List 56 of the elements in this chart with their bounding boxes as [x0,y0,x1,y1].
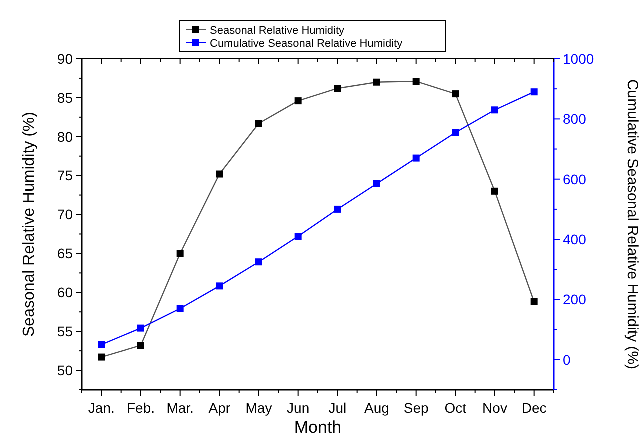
y-tick-label: 85 [57,90,74,106]
point [492,106,498,114]
point [176,250,184,258]
x-tick-label: May [246,400,272,416]
point [294,233,302,240]
x-axis-title: Month [294,418,342,437]
point [294,98,302,105]
point [216,282,224,290]
point [530,298,538,306]
y2-tick-label: 400 [563,231,587,248]
point [98,341,106,348]
x-tick-label: Jan. [88,400,115,416]
point [256,258,262,266]
x-tick-label: Feb. [126,400,156,416]
point [138,342,144,350]
y-tick-label: 50 [57,362,74,378]
x-tick-label: Oct [444,400,467,416]
y-tick-label: 90 [57,50,74,67]
point [334,206,342,213]
point [216,170,224,178]
point [374,78,380,86]
y-axis-title: Seasonal Relative Humidity (%) [21,112,38,337]
y-tick-label: 75 [57,168,74,184]
y-tick-label: 55 [57,323,74,340]
point [492,188,498,195]
x-tick-label: Jun [287,400,310,416]
legend-label: Cumulative Seasonal Relative Humidity [210,38,404,50]
point [452,90,460,98]
y-tick-label: 80 [57,128,74,145]
x-tick-label: Aug [364,400,390,416]
y2-tick-label: 1000 [563,50,594,67]
point [138,324,144,332]
y-tick-label: 60 [57,284,74,301]
y-tick-label: 65 [57,246,74,262]
x-tick-label: Jul [328,400,347,416]
y2-tick-label: 200 [563,292,587,308]
point [98,354,106,361]
point [374,180,380,188]
x-tick-label: Nov [482,400,508,416]
point [452,129,460,136]
y2-tick-label: 600 [563,171,587,188]
y2-axis-title: Cumulative Seasonal Relative Humidity (%) [624,79,641,370]
point [176,305,184,312]
point [412,154,420,162]
point [530,88,538,96]
point [412,78,420,86]
point [256,120,262,128]
y2-tick-label: 0 [563,352,571,368]
y2-tick-label: 800 [563,111,587,128]
legend-label: Seasonal Relative Humidity [210,24,346,37]
point [334,85,342,92]
x-tick-label: Dec [522,400,547,416]
x-tick-label: Apr [208,400,231,416]
y-tick-label: 70 [57,206,74,223]
x-tick-label: Mar. [166,400,194,416]
x-tick-label: Sep [404,400,429,416]
